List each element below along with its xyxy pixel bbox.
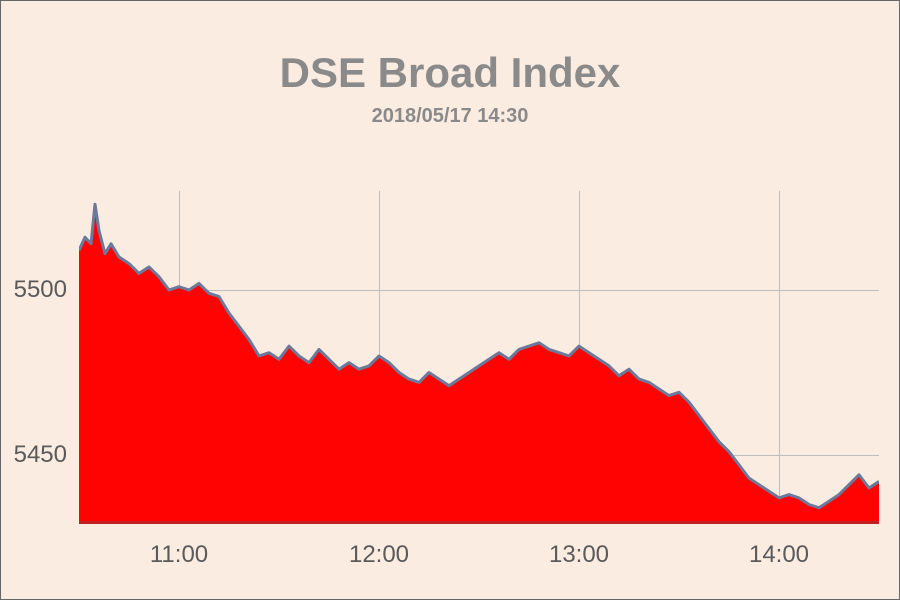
x-axis-label: 12:00 <box>339 541 419 569</box>
x-axis-label: 13:00 <box>539 541 619 569</box>
chart-baseline <box>79 521 879 524</box>
x-axis-label: 14:00 <box>739 541 819 569</box>
chart-subtitle: 2018/05/17 14:30 <box>1 105 899 128</box>
chart-title: DSE Broad Index <box>1 49 899 97</box>
x-axis-label: 11:00 <box>139 541 219 569</box>
series-area-fill <box>79 204 879 521</box>
chart-container: DSE Broad Index 2018/05/17 14:30 5500545… <box>0 0 900 600</box>
chart-plot-area: 5500545011:0012:0013:0014:00 <box>79 191 879 521</box>
y-axis-label: 5500 <box>1 276 67 304</box>
chart-svg <box>79 191 879 521</box>
y-axis-label: 5450 <box>1 441 67 469</box>
